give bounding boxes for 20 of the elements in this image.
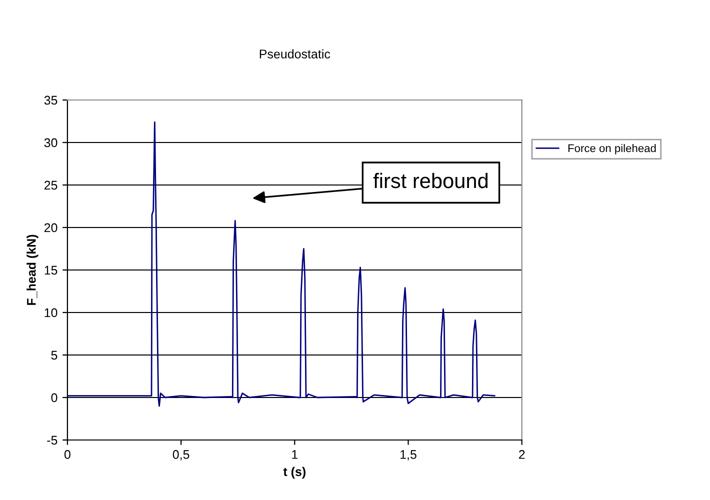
line-series (67, 121, 496, 407)
y-axis-title: F_head (kN) (26, 234, 38, 305)
y-tick-label: 10 (44, 308, 58, 318)
x-tick-label: 0 (64, 450, 70, 459)
y-tick-label: -5 (47, 436, 58, 445)
y-tick-label: 35 (44, 96, 58, 105)
x-tick-label: 1 (292, 450, 298, 459)
chart-title: Pseudostatic (260, 49, 330, 58)
y-tick-label: 20 (44, 223, 58, 232)
annotation: first rebound (373, 172, 488, 188)
y-tick-label: 15 (44, 266, 58, 275)
x-tick-label: 2 (519, 450, 525, 459)
y-tick-label: 0 (51, 393, 58, 402)
y-tick-label: 5 (51, 350, 58, 360)
x-axis-title: t (s) (283, 466, 306, 479)
x-tick-label: 1,5 (400, 450, 416, 460)
x-tick-label: 0,5 (172, 450, 190, 460)
y-tick-label: 25 (44, 180, 58, 190)
y-tick-label: 30 (44, 138, 58, 148)
legend-label: Force on pilehead (568, 144, 656, 154)
